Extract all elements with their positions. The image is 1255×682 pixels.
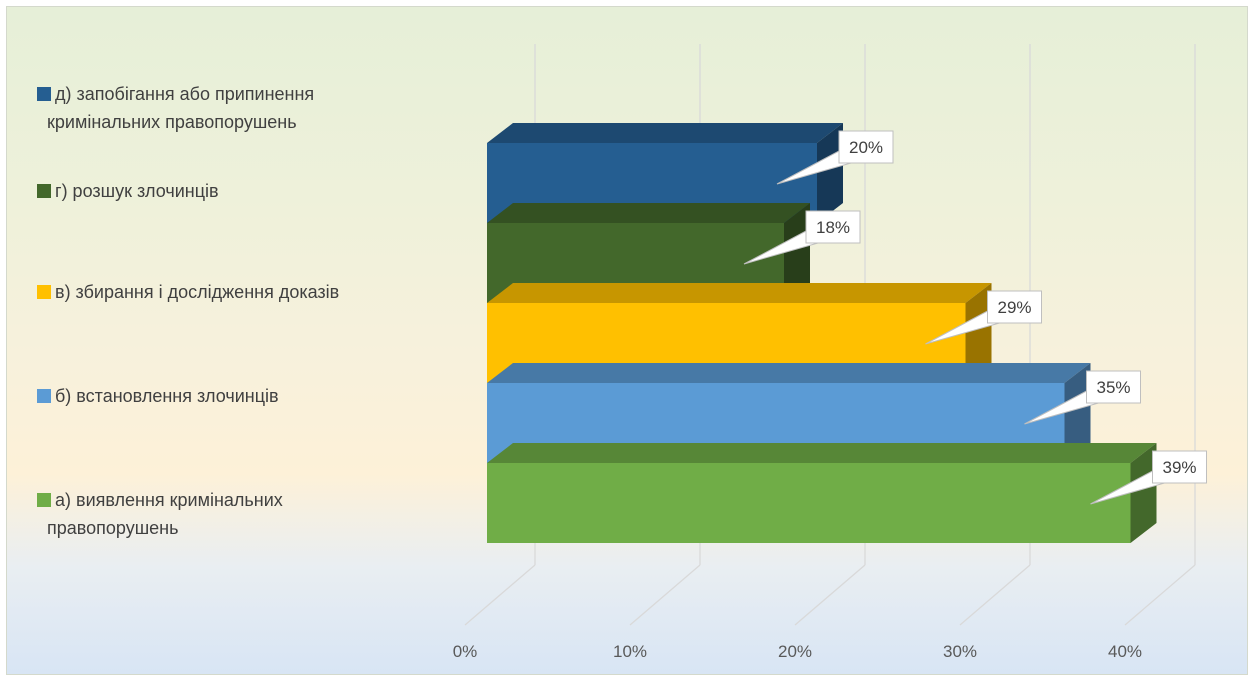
legend: д) запобігання або припинення кримінальни… <box>37 84 339 538</box>
legend-label: а) виявлення кримінальних <box>55 490 283 510</box>
legend-swatch <box>37 389 51 403</box>
data-label: 29% <box>925 290 1042 345</box>
legend-label: б) встановлення злочинців <box>55 386 279 406</box>
legend-label: г) розшук злочинців <box>55 181 219 201</box>
bars <box>487 123 1157 543</box>
bar-side-face <box>1064 363 1091 463</box>
x-tick-label: 10% <box>613 642 647 661</box>
data-label-text: 29% <box>997 298 1031 317</box>
bar-top-face <box>487 123 843 143</box>
x-tick-label: 0% <box>453 642 478 661</box>
data-label: 35% <box>1024 370 1141 425</box>
data-label: 39% <box>1090 450 1207 505</box>
legend-swatch <box>37 285 51 299</box>
bar-side-face <box>817 123 843 223</box>
floor-gridline <box>794 564 866 626</box>
x-tick-label: 30% <box>943 642 977 661</box>
data-label-text: 18% <box>816 218 850 237</box>
data-label: 18% <box>743 210 861 265</box>
x-tick-label: 40% <box>1108 642 1142 661</box>
legend-label: кримінальних правопорушень <box>47 112 297 132</box>
floor-gridline <box>1124 564 1196 626</box>
callout-box <box>838 130 894 164</box>
legend-label: правопорушень <box>47 518 178 538</box>
bar-top-face <box>487 363 1091 383</box>
x-axis-ticks: 0% 10% 20% 30% 40% <box>453 642 1142 661</box>
legend-label: д) запобігання або припинення <box>55 84 314 104</box>
bar-side-face <box>1130 443 1157 543</box>
x-tick-label: 20% <box>778 642 812 661</box>
legend-label: в) збирання і дослідження доказів <box>55 282 339 302</box>
bar-top-face <box>487 443 1157 463</box>
floor-gridline <box>629 564 701 626</box>
legend-item: д) запобігання або припинення кримінальни… <box>37 84 314 132</box>
callout-box <box>987 290 1042 324</box>
legend-swatch <box>37 184 51 198</box>
data-label-text: 20% <box>849 138 883 157</box>
bar-top-face <box>487 283 992 303</box>
legend-item: в) збирання і дослідження доказів <box>37 282 339 302</box>
bar-side-face <box>784 203 810 303</box>
floor-gridline <box>959 564 1031 626</box>
legend-swatch <box>37 493 51 507</box>
bar-front-face <box>487 463 1131 543</box>
callout-box <box>1086 370 1141 404</box>
data-labels: 39% 35% 29% 18% 20% <box>743 130 1207 505</box>
bar-side-face <box>965 283 992 383</box>
data-label: 20% <box>776 130 894 185</box>
bar-top-face <box>487 203 810 223</box>
legend-swatch <box>37 87 51 101</box>
callout-box <box>805 210 861 244</box>
legend-item: а) виявлення кримінальних правопорушень <box>37 490 283 538</box>
data-label-text: 35% <box>1096 378 1130 397</box>
callout-box <box>1152 450 1207 484</box>
floor-gridline <box>464 564 536 626</box>
bar <box>487 443 1157 543</box>
legend-item: г) розшук злочинців <box>37 181 219 201</box>
legend-item: б) встановлення злочинців <box>37 386 279 406</box>
data-label-text: 39% <box>1162 458 1196 477</box>
